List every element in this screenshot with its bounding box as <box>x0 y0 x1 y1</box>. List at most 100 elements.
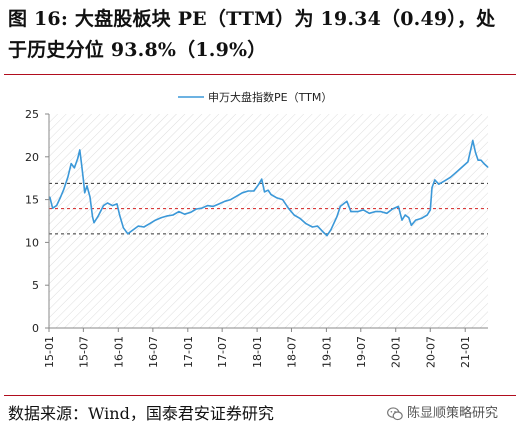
data-point <box>149 223 151 225</box>
data-point <box>67 176 69 178</box>
data-point <box>326 235 328 237</box>
x-tick-label: 16-01 <box>112 336 125 368</box>
data-point <box>86 185 88 187</box>
x-tick-label: 19-01 <box>320 336 333 368</box>
data-point <box>270 193 272 196</box>
x-tick-label: 16-07 <box>147 336 160 368</box>
data-point <box>154 219 157 221</box>
data-point <box>408 217 410 219</box>
top-divider <box>4 74 516 75</box>
data-point <box>59 197 61 199</box>
y-tick-label: 25 <box>25 108 39 121</box>
data-point <box>434 179 436 181</box>
data-point <box>429 209 431 211</box>
data-point <box>386 212 388 214</box>
x-tick-label: 18-07 <box>285 336 298 368</box>
data-point <box>122 227 124 229</box>
x-tick-label: 17-07 <box>216 336 229 368</box>
data-point <box>339 205 341 207</box>
x-tick-label: 15-01 <box>43 336 56 368</box>
plot-background <box>49 114 488 328</box>
data-point <box>267 189 269 191</box>
watermark: 陈显顺策略研究 <box>386 403 498 425</box>
data-point <box>253 190 255 192</box>
data-point <box>380 211 382 213</box>
data-point <box>477 159 479 161</box>
data-point <box>438 183 440 185</box>
data-point <box>127 233 129 235</box>
data-point <box>230 199 232 201</box>
data-point <box>391 208 394 210</box>
data-point <box>397 205 399 207</box>
data-point <box>431 187 433 189</box>
data-point <box>70 163 72 165</box>
data-point <box>89 196 91 198</box>
chart-title: 图 16: 大盘股板块 PE（TTM）为 19.34（0.49），处 于历史分位… <box>8 4 516 66</box>
data-point <box>189 211 192 213</box>
data-point <box>362 209 364 211</box>
data-point <box>102 205 105 207</box>
data-point <box>106 202 109 204</box>
x-tick-label: 20-01 <box>390 336 403 368</box>
x-tick-label: 15-07 <box>77 336 90 368</box>
data-point <box>282 199 284 201</box>
x-tick-label: 21-01 <box>459 336 472 368</box>
data-point <box>455 171 457 173</box>
data-point <box>184 213 186 215</box>
x-tick-label: 19-07 <box>355 336 368 368</box>
data-point <box>487 166 489 168</box>
watermark-text: 陈显顺策略研究 <box>407 406 499 421</box>
data-point <box>261 178 263 180</box>
pe-line-chart: 0 5 10 15 20 25 15-01 15-07 16-01 16-07 17-01 17-0… <box>25 90 489 368</box>
data-point <box>449 176 451 178</box>
y-tick-label: 15 <box>25 194 39 207</box>
data-point <box>77 157 79 160</box>
data-point <box>236 195 238 197</box>
data-point <box>287 207 289 209</box>
data-point <box>480 159 482 161</box>
data-point <box>201 207 203 209</box>
data-point <box>131 229 133 231</box>
legend: 申万大盘指数PE（TTM） <box>178 90 332 104</box>
bottom-divider <box>4 395 516 396</box>
data-point <box>426 214 428 216</box>
data-point <box>299 217 301 219</box>
data-point <box>316 225 319 227</box>
data-point <box>143 226 145 228</box>
data-point <box>91 216 94 218</box>
data-point <box>401 219 403 221</box>
data-point <box>116 203 118 205</box>
x-tick-label: 18-01 <box>251 336 264 368</box>
data-point <box>97 216 99 218</box>
data-point <box>336 216 338 218</box>
data-point <box>472 139 474 142</box>
data-point <box>293 214 295 216</box>
data-point <box>474 151 477 154</box>
data-point <box>137 225 139 227</box>
data-point <box>374 211 376 213</box>
data-point <box>247 190 249 192</box>
data-point <box>224 200 226 202</box>
data-point <box>461 166 463 168</box>
x-tick-label: 17-01 <box>182 336 195 368</box>
data-point <box>415 219 417 221</box>
data-point <box>63 188 65 190</box>
data-point <box>263 191 266 193</box>
y-tick-label: 0 <box>32 322 39 335</box>
data-point <box>119 214 121 216</box>
data-point <box>483 163 485 165</box>
y-tick-label: 5 <box>32 279 39 292</box>
title-line-1: 图 16: 大盘股板块 PE（TTM）为 19.34（0.49），处 <box>8 8 496 30</box>
data-point <box>322 231 324 233</box>
data-point <box>56 205 58 207</box>
title-line-2: 于历史分位 93.8%（1.9%） <box>8 39 267 61</box>
y-tick-label: 10 <box>25 236 39 249</box>
data-point <box>160 217 162 219</box>
source-note: 数据来源：Wind，国泰君安证券研究 <box>8 404 274 423</box>
data-point <box>404 214 406 216</box>
y-tick-label: 20 <box>25 151 39 164</box>
data-point <box>444 180 446 182</box>
data-point <box>195 208 197 210</box>
data-point <box>467 161 469 163</box>
data-point <box>276 197 278 199</box>
